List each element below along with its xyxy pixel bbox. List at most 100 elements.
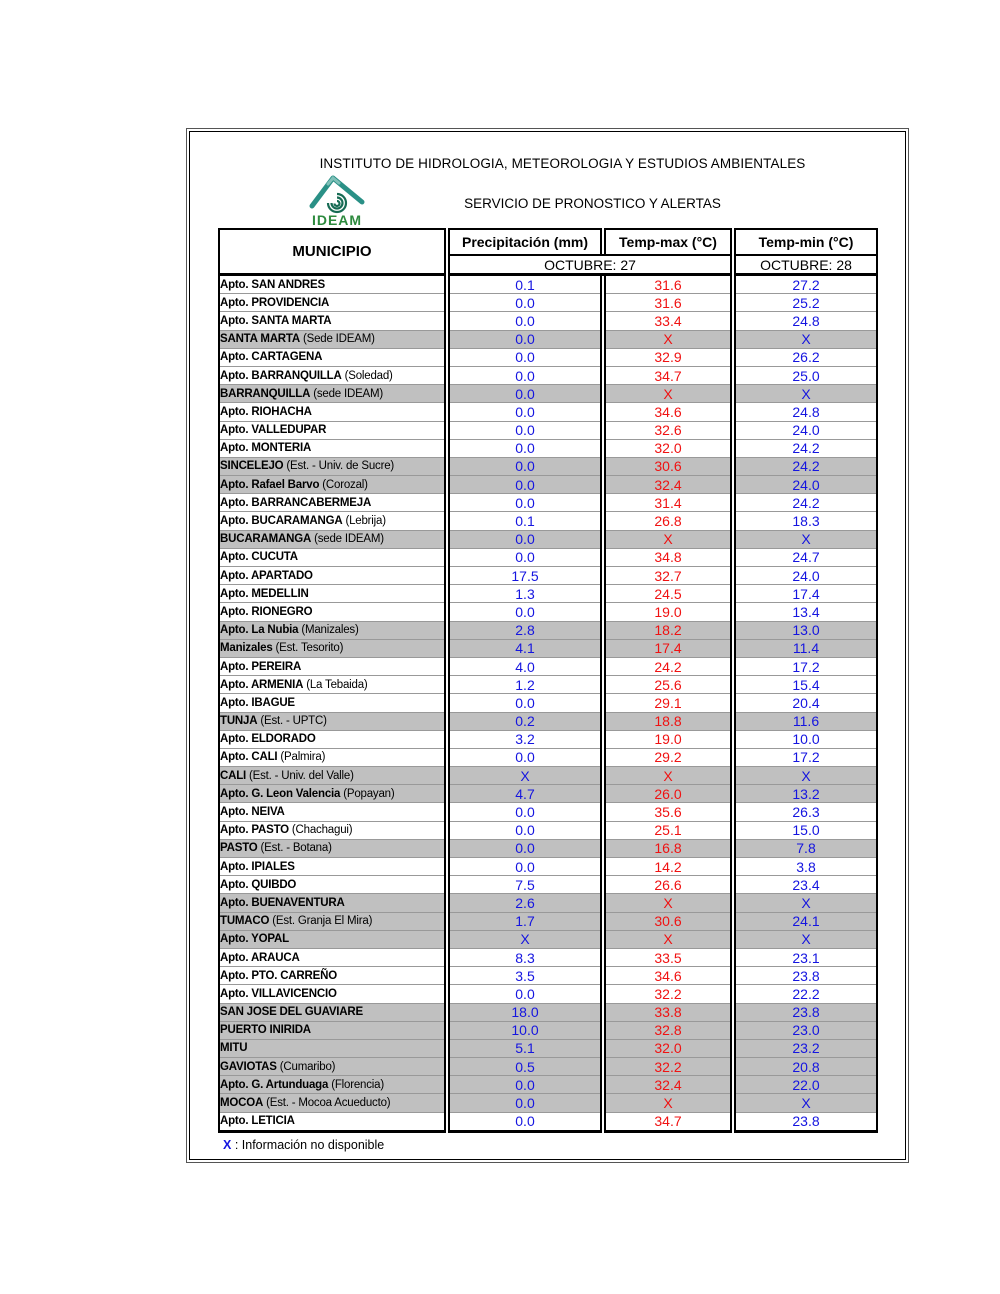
- temp-max-cell: 26.8: [604, 511, 732, 531]
- legend-text: : Información no disponible: [234, 1138, 385, 1152]
- municipio-cell: Apto. CUCUTA: [218, 548, 446, 568]
- municipio-cell: GAVIOTAS (Cumaribo): [218, 1057, 446, 1077]
- column-gutter: [445, 1112, 449, 1132]
- column-gutter: [445, 693, 449, 712]
- column-gutter: [731, 311, 735, 331]
- column-gutter: [731, 730, 735, 749]
- column-gutter: [601, 402, 605, 421]
- precipitation-cell: 0.0: [448, 402, 602, 422]
- precipitation-cell: 0.0: [448, 330, 602, 349]
- table-row: Apto. SAN ANDRES 0.1 31.6 27.2: [218, 274, 878, 295]
- temp-max-cell: 32.8: [604, 1021, 732, 1040]
- municipio-cell: Manizales (Est. Tesorito): [218, 639, 446, 658]
- municipio-cell: Apto. QUIBDO: [218, 875, 446, 895]
- temp-max-cell: X: [604, 893, 732, 913]
- temp-max-cell: 24.2: [604, 657, 732, 677]
- temp-max-cell: 33.4: [604, 311, 732, 331]
- temp-min-cell: 26.2: [734, 348, 878, 367]
- table-row: Apto. PASTO (Chachagui) 0.0 25.1 15.0: [218, 821, 878, 840]
- column-gutter: [445, 439, 449, 458]
- temp-min-cell: 11.6: [734, 712, 878, 731]
- column-gutter: [731, 530, 735, 549]
- temp-min-cell: X: [734, 893, 878, 913]
- table-row: Apto. VILLAVICENCIO 0.0 32.2 22.2: [218, 984, 878, 1004]
- column-gutter: [731, 1112, 735, 1132]
- municipio-cell: Apto. PROVIDENCIA: [218, 293, 446, 313]
- column-gutter: [601, 1093, 605, 1113]
- temp-max-cell: 34.7: [604, 366, 732, 386]
- inner-frame: INSTITUTO DE HIDROLOGIA, METEOROLOGIA Y …: [189, 131, 906, 1160]
- temp-min-cell: X: [734, 1093, 878, 1113]
- table-row: Apto. PROVIDENCIA 0.0 31.6 25.2: [218, 293, 878, 313]
- column-gutter: [601, 511, 605, 531]
- precipitation-cell: 2.6: [448, 893, 602, 913]
- ideam-logo-text: IDEAM: [311, 212, 363, 228]
- column-gutter: [601, 602, 605, 622]
- temp-max-cell: 32.2: [604, 1057, 732, 1077]
- temp-min-cell: 24.0: [734, 475, 878, 495]
- column-gutter: [445, 893, 449, 913]
- column-gutter: [601, 839, 605, 858]
- column-gutter: [601, 293, 605, 312]
- column-gutter: [445, 511, 449, 531]
- precipitation-cell: 3.2: [448, 730, 602, 749]
- precipitation-cell: 0.5: [448, 1057, 602, 1077]
- column-gutter: [601, 966, 605, 985]
- column-gutter: [445, 639, 449, 658]
- temp-min-cell: 24.2: [734, 493, 878, 513]
- table-row: Apto. ELDORADO 3.2 19.0 10.0: [218, 730, 878, 749]
- table-row: PUERTO INIRIDA 10.0 32.8 23.0: [218, 1021, 878, 1040]
- column-gutter: [445, 311, 449, 331]
- precipitation-cell: 0.0: [448, 439, 602, 458]
- precipitation-cell: 2.8: [448, 621, 602, 640]
- table-row: BARRANQUILLA (sede IDEAM) 0.0 X X: [218, 384, 878, 404]
- column-gutter: [731, 402, 735, 421]
- column-gutter: [731, 439, 735, 458]
- column-gutter: [601, 1057, 605, 1076]
- column-gutter: [731, 421, 735, 440]
- column-gutter: [601, 421, 605, 440]
- table-row: Apto. LETICIA 0.0 34.7 23.8: [218, 1112, 878, 1133]
- table-row: Apto. VALLEDUPAR 0.0 32.6 24.0: [218, 421, 878, 440]
- table-row: CALI (Est. - Univ. del Valle) X X X: [218, 766, 878, 786]
- column-gutter: [601, 857, 605, 876]
- column-gutter: [445, 802, 449, 822]
- temp-min-cell: 24.1: [734, 912, 878, 931]
- precipitation-cell: 8.3: [448, 948, 602, 968]
- column-gutter: [731, 893, 735, 913]
- table-row: GAVIOTAS (Cumaribo) 0.5 32.2 20.8: [218, 1057, 878, 1077]
- column-header-temp-min: Temp-min (°C): [734, 228, 878, 256]
- column-gutter: [445, 857, 449, 876]
- precipitation-cell: 0.0: [448, 475, 602, 495]
- table-row: PASTO (Est. - Botana) 0.0 16.8 7.8: [218, 839, 878, 859]
- column-gutter: [601, 712, 605, 731]
- column-gutter: [731, 802, 735, 822]
- column-gutter: [445, 548, 449, 567]
- column-gutter: [445, 1093, 449, 1113]
- legend-x-symbol: X: [223, 1138, 232, 1152]
- column-gutter: [601, 566, 605, 585]
- table-row: MOCOA (Est. - Mocoa Acueducto) 0.0 X X: [218, 1093, 878, 1113]
- municipio-cell: CALI (Est. - Univ. del Valle): [218, 766, 446, 786]
- precipitation-cell: 4.7: [448, 784, 602, 804]
- temp-min-cell: 23.0: [734, 1021, 878, 1040]
- temp-min-cell: 22.0: [734, 1075, 878, 1095]
- column-gutter: [731, 1003, 735, 1022]
- municipio-cell: Apto. RIONEGRO: [218, 602, 446, 622]
- column-gutter: [601, 875, 605, 894]
- column-gutter: [445, 530, 449, 549]
- municipio-cell: Apto. Rafael Barvo (Corozal): [218, 475, 446, 495]
- precipitation-cell: 0.0: [448, 421, 602, 440]
- municipio-cell: SINCELEJO (Est. - Univ. de Sucre): [218, 457, 446, 477]
- precipitation-cell: 0.0: [448, 839, 602, 859]
- column-gutter: [601, 948, 605, 967]
- precipitation-cell: 0.0: [448, 530, 602, 549]
- table-row: SANTA MARTA (Sede IDEAM) 0.0 X X: [218, 330, 878, 349]
- municipio-cell: Apto. G. Artunduaga (Florencia): [218, 1075, 446, 1095]
- temp-min-cell: 23.2: [734, 1039, 878, 1059]
- date-header-october-27: OCTUBRE: 27: [448, 254, 732, 276]
- column-gutter: [601, 366, 605, 385]
- column-gutter: [731, 948, 735, 967]
- column-gutter: [445, 930, 449, 949]
- column-gutter: [445, 1075, 449, 1094]
